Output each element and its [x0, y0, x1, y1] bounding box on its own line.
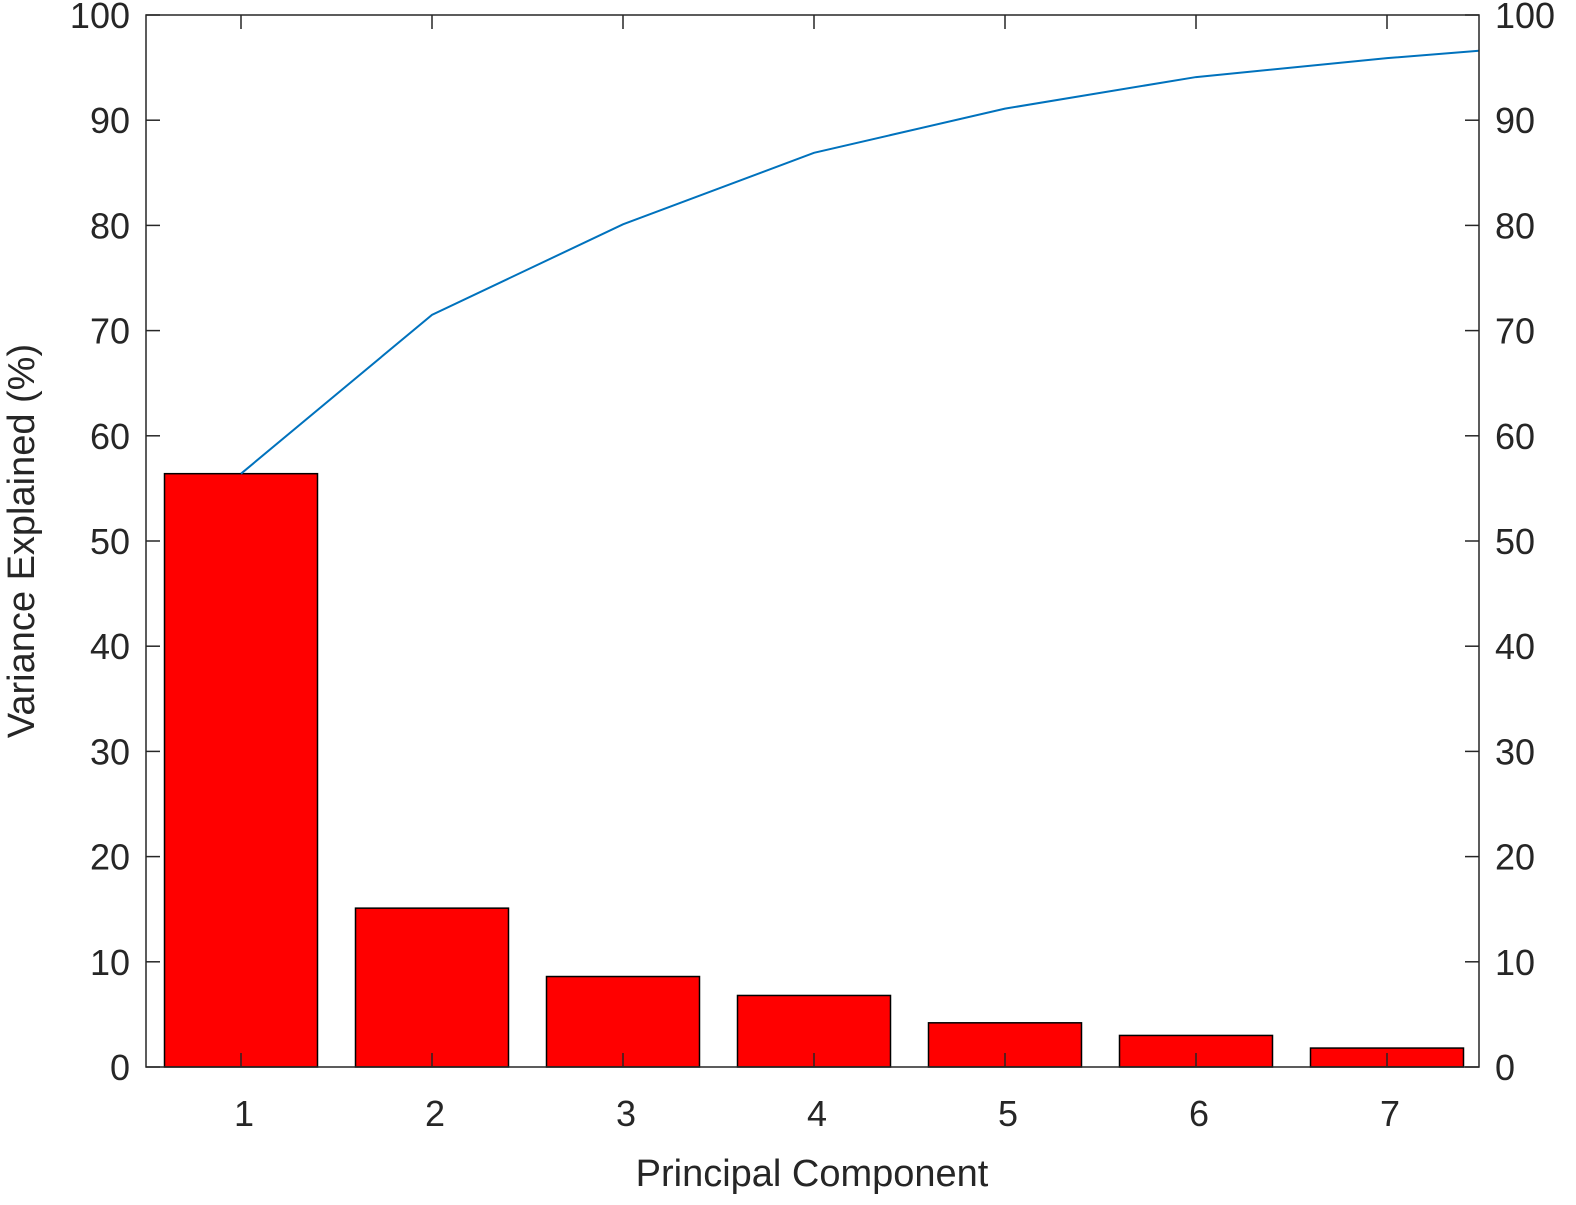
- x-tick-label-5: 5: [998, 1093, 1018, 1134]
- x-tick-label-1: 1: [234, 1093, 254, 1134]
- y-tick-label-right-0: 0: [1495, 1047, 1515, 1088]
- y-tick-label-left-90: 90: [90, 100, 130, 141]
- x-axis-label: Principal Component: [636, 1153, 989, 1195]
- y-tick-label-right-10: 10: [1495, 942, 1535, 983]
- y-tick-label-left-40: 40: [90, 626, 130, 667]
- y-tick-label-right-70: 70: [1495, 311, 1535, 352]
- y-tick-label-left-80: 80: [90, 205, 130, 246]
- cumulative-line-series: [240, 49, 1480, 475]
- bar-3: [545, 975, 701, 1068]
- y-tick-label-left-100: 100: [70, 0, 130, 36]
- y-tick-label-right-40: 40: [1495, 626, 1535, 667]
- y-tick-label-left-50: 50: [90, 521, 130, 562]
- y-tick-label-right-50: 50: [1495, 521, 1535, 562]
- y-tick-label-right-100: 100: [1495, 0, 1555, 36]
- bar-1: [163, 472, 319, 1068]
- x-tick-label-2: 2: [425, 1093, 445, 1134]
- y-tick-label-right-80: 80: [1495, 205, 1535, 246]
- x-tick-label-7: 7: [1380, 1093, 1400, 1134]
- y-tick-label-right-20: 20: [1495, 837, 1535, 878]
- y-tick-label-right-60: 60: [1495, 416, 1535, 457]
- y-tick-label-left-70: 70: [90, 311, 130, 352]
- y-tick-label-right-90: 90: [1495, 100, 1535, 141]
- y-tick-label-left-30: 30: [90, 731, 130, 772]
- bar-2: [354, 907, 510, 1068]
- tick-marks: [146, 14, 1479, 1068]
- x-tick-label-3: 3: [616, 1093, 636, 1134]
- y-tick-label-left-60: 60: [90, 416, 130, 457]
- y-tick-label-left-0: 0: [110, 1047, 130, 1088]
- x-tick-label-6: 6: [1189, 1093, 1209, 1134]
- y-tick-label-right-30: 30: [1495, 731, 1535, 772]
- tick-labels: 0 10 20 30 40 50 60 70 80 90 100 0 10 20 30 40 50 60 70 80 9…: [70, 0, 1555, 1134]
- x-tick-label-4: 4: [807, 1093, 827, 1134]
- bar-series: [163, 472, 1465, 1068]
- y-axis-label: Variance Explained (%): [1, 344, 43, 738]
- y-tick-label-left-20: 20: [90, 837, 130, 878]
- cumulative-line: [240, 49, 1480, 475]
- y-tick-label-left-10: 10: [90, 942, 130, 983]
